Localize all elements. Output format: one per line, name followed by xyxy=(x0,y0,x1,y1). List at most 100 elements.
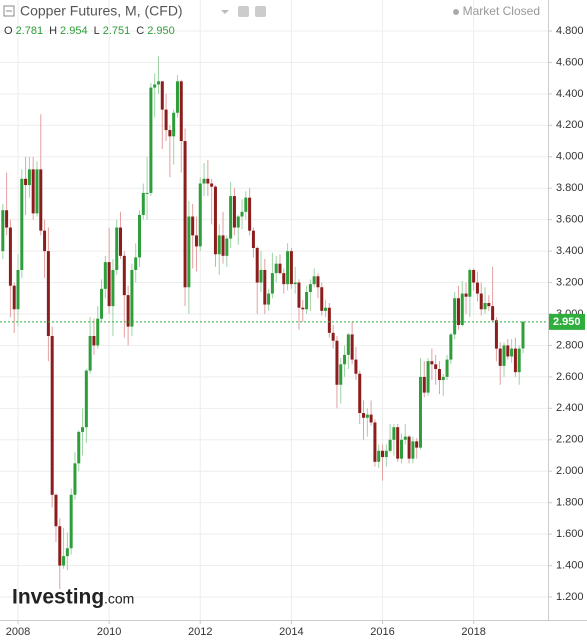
ohlc-key: C xyxy=(136,25,144,37)
candle-body xyxy=(73,463,77,495)
candle-body xyxy=(331,332,335,341)
candle-body xyxy=(96,318,100,346)
candle-body xyxy=(483,302,487,310)
collapse-icon[interactable] xyxy=(3,5,15,17)
candle-body xyxy=(327,307,331,333)
candle-body xyxy=(130,269,134,327)
candle-body xyxy=(138,214,142,258)
x-tick-label: 2016 xyxy=(370,626,394,638)
candle-body xyxy=(479,293,483,310)
candle-body xyxy=(244,197,248,212)
y-tick-label: 1.800 xyxy=(556,497,584,509)
candle-body xyxy=(513,348,517,373)
x-tick-label: 2010 xyxy=(97,626,121,638)
candle-body xyxy=(168,130,172,137)
y-tick-label: 2.800 xyxy=(556,339,584,351)
candle-body xyxy=(407,436,411,459)
candle-body xyxy=(62,556,66,566)
candle-body xyxy=(141,192,145,215)
candle-body xyxy=(126,295,130,327)
ohlc-value: 2.751 xyxy=(103,25,131,37)
candle-body xyxy=(100,288,104,319)
candle-body xyxy=(1,210,5,252)
dropdown-icon[interactable] xyxy=(221,10,229,14)
candle-body xyxy=(373,422,377,462)
candle-body xyxy=(145,192,149,194)
candle-body xyxy=(422,376,426,393)
y-tick-label: 2.600 xyxy=(556,371,584,383)
candle-body xyxy=(426,361,430,393)
ohlc-legend: O 2.781 H 2.954 L 2.751 C 2.950 xyxy=(4,25,175,37)
candle-body xyxy=(103,262,107,289)
candle-body xyxy=(392,427,396,440)
y-tick-label: 2.200 xyxy=(556,434,584,446)
candle-body xyxy=(46,251,50,337)
candle-body xyxy=(301,307,305,310)
candle-body xyxy=(399,439,403,459)
candle-body xyxy=(339,364,343,385)
candle-body xyxy=(198,183,202,247)
y-tick-label: 1.200 xyxy=(556,591,584,603)
y-tick-label: 4.000 xyxy=(556,151,584,163)
y-tick-label: 1.400 xyxy=(556,559,584,571)
candle-body xyxy=(149,87,153,193)
settings-icon[interactable] xyxy=(238,6,249,17)
logo: Investing xyxy=(12,586,104,609)
candle-body xyxy=(65,548,69,557)
candle-body xyxy=(58,526,62,566)
candle-body xyxy=(282,273,286,285)
ohlc-value: 2.950 xyxy=(147,25,175,37)
candle-body xyxy=(274,263,278,274)
candle-body xyxy=(81,427,85,432)
candle-body xyxy=(153,84,157,88)
candle-body xyxy=(160,81,164,110)
candle-body xyxy=(115,227,119,270)
candle-body xyxy=(111,269,115,307)
candle-body xyxy=(263,269,267,305)
candle-body xyxy=(286,251,290,285)
candle-body xyxy=(164,109,168,131)
candle-body xyxy=(206,178,210,184)
y-tick-label: 3.400 xyxy=(556,245,584,257)
candle-body xyxy=(156,81,160,85)
candle-body xyxy=(210,183,214,187)
candle-body xyxy=(240,211,244,217)
candle-body xyxy=(172,112,176,137)
candle-body xyxy=(354,359,358,374)
y-tick-label: 2.000 xyxy=(556,465,584,477)
candle-body xyxy=(411,441,415,459)
ohlc-value: 2.781 xyxy=(16,25,44,37)
candle-body xyxy=(434,364,438,370)
candle-body xyxy=(396,427,400,459)
x-tick-label: 2008 xyxy=(6,626,30,638)
candle-body xyxy=(217,235,221,255)
candle-body xyxy=(229,196,233,239)
candles xyxy=(1,56,525,590)
candle-body xyxy=(293,282,297,285)
y-tick-label: 3.800 xyxy=(556,182,584,194)
candle-body xyxy=(320,287,324,311)
candle-body xyxy=(418,376,422,448)
chart-title: Copper Futures, M, (CFD) xyxy=(20,3,183,19)
candle-body xyxy=(221,235,225,256)
candle-body xyxy=(510,348,514,357)
candle-body xyxy=(92,336,96,346)
x-tick-label: 2012 xyxy=(188,626,212,638)
candle-body xyxy=(316,276,320,288)
candle-body xyxy=(517,348,521,373)
candle-body xyxy=(267,293,271,305)
y-tick-label: 1.600 xyxy=(556,528,584,540)
candle-body xyxy=(24,178,28,186)
candle-body xyxy=(255,247,259,283)
gear-icon[interactable] xyxy=(255,6,266,17)
candle-body xyxy=(134,257,138,270)
candle-body xyxy=(403,436,407,440)
candle-body xyxy=(346,334,350,355)
candle-body xyxy=(187,216,191,288)
candle-body xyxy=(248,197,252,231)
candle-body xyxy=(278,263,282,274)
candle-body xyxy=(5,210,9,228)
candle-body xyxy=(464,293,468,297)
candle-body xyxy=(251,230,255,248)
